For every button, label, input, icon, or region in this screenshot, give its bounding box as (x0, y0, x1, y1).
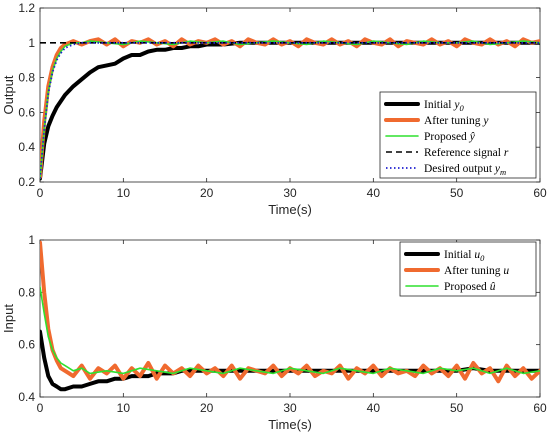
y-tick-label: 0.8 (18, 285, 35, 299)
x-tick-label: 60 (533, 186, 547, 200)
y-tick-label: 0.6 (18, 338, 35, 352)
x-axis-label: Time(s) (268, 417, 312, 432)
legend-entry: Desired output ym (424, 163, 506, 177)
x-tick-label: 10 (117, 401, 131, 415)
x-tick-label: 20 (200, 186, 214, 200)
input-chart: 0 10 20 30 40 50 60 0.4 0.6 0.8 1 Time(s) Input Initi… (1, 233, 547, 432)
legend: Initial y0 After tuning y Proposed ŷ Refere… (379, 91, 537, 179)
y-tick-label: 0.4 (18, 140, 35, 154)
y-tick-label: 1 (28, 233, 35, 247)
x-tick-label: 10 (117, 186, 131, 200)
legend-entry: After tuning y (424, 115, 489, 127)
x-tick-label: 0 (37, 186, 44, 200)
legend-entry: After tuning u (444, 265, 509, 277)
y-tick-label: 1.2 (18, 1, 35, 15)
series-line-1 (40, 240, 540, 384)
legend-entry: Proposed ŷ (424, 131, 476, 143)
legend-entry: Proposed û (444, 281, 496, 293)
x-tick-label: 60 (533, 401, 547, 415)
legend: Initial u0 After tuning u Proposed û (399, 241, 537, 297)
y-tick-label: 0.4 (18, 390, 35, 404)
series-line-2 (40, 286, 540, 375)
x-tick-label: 0 (37, 401, 44, 415)
x-tick-label: 40 (367, 186, 381, 200)
series-line-4 (40, 41, 540, 179)
x-tick-label: 20 (200, 401, 214, 415)
x-tick-label: 40 (367, 401, 381, 415)
legend-entry: Initial u0 (444, 249, 485, 263)
x-tick-label: 50 (450, 186, 464, 200)
legend-box (379, 91, 537, 179)
x-tick-label: 30 (283, 186, 297, 200)
legend-entry: Initial y0 (424, 99, 464, 113)
y-axis-label: Input (1, 304, 16, 333)
legend-entry: Reference signal r (424, 147, 509, 159)
y-tick-label: 0.2 (18, 175, 35, 189)
x-tick-label: 30 (283, 401, 297, 415)
x-tick-label: 50 (450, 401, 464, 415)
output-chart: 0 10 20 30 40 50 60 0.2 0.4 0.6 0.8 1 1.2 Time(s) Outp… (1, 1, 547, 217)
y-axis-label: Output (1, 75, 16, 114)
y-tick-label: 0.6 (18, 105, 35, 119)
y-tick-label: 1 (28, 36, 35, 50)
y-tick-label: 0.8 (18, 71, 35, 85)
x-axis-label: Time(s) (268, 202, 312, 217)
